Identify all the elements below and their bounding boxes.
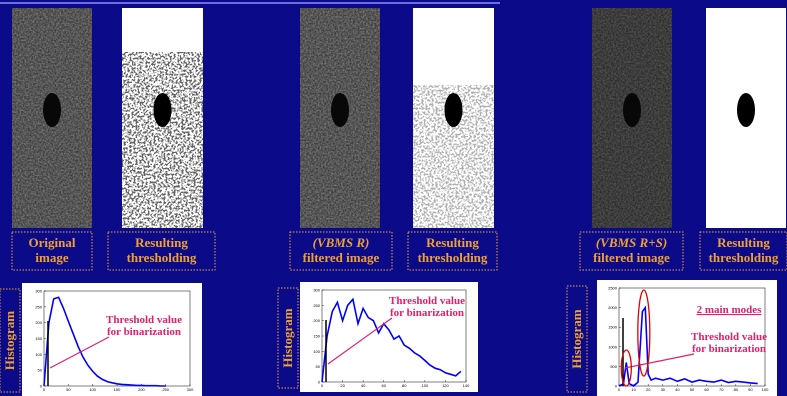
ylabel: Histogram [280,308,295,367]
x-tick-label: 80 [402,383,407,388]
y-tick-label: 100 [35,352,42,357]
panel-label: thresholding [709,250,779,265]
x-tick-label: 20 [340,383,345,388]
x-tick-label: 90 [748,387,753,392]
x-tick-label: 50 [66,387,71,392]
x-tick-label: 200 [138,387,145,392]
y-tick-label: 300 [35,289,42,294]
x-tick-label: 300 [187,387,194,392]
y-tick-label: 500 [610,364,617,369]
y-tick-label: 1500 [608,325,618,330]
x-tick-label: 60 [704,387,709,392]
panel-label: filtered image [593,250,670,265]
x-tick-label: 140 [463,383,470,388]
lesion [43,93,61,127]
y-tick-label: 50 [38,368,43,373]
panel-label: image [35,250,68,265]
ylabel: Histogram [569,309,584,368]
y-tick-label: 50 [316,364,321,369]
y-tick-label: 150 [313,334,320,339]
annotation: Threshold value [691,331,767,343]
y-tick-label: 100 [313,349,320,354]
panel-label: filtered image [303,250,380,265]
hist-panel [22,283,202,396]
panel-label: (VBMS R) [313,235,370,250]
x-tick-label: 100 [89,387,96,392]
x-tick-label: 40 [675,387,680,392]
annotation: for binarization [107,326,181,338]
x-tick-label: 20 [646,387,651,392]
specks [122,52,203,228]
lesion [445,93,463,127]
x-tick-label: 10 [631,387,636,392]
slide: OriginalimageResultingthresholding(VBMS … [0,0,787,396]
lesion [623,93,641,127]
annotation: Threshold value [106,314,182,326]
y-tick-label: 2500 [608,286,618,291]
y-tick-label: 300 [313,288,320,293]
y-tick-label: 200 [35,320,42,325]
ylabel: Histogram [2,311,17,370]
y-tick-label: 1000 [608,344,618,349]
panel-label: Resulting [717,235,770,250]
y-tick-label: 250 [313,303,320,308]
annotation: for binarization [692,343,766,355]
x-tick-label: 100 [422,383,429,388]
annotation: Threshold value [389,295,465,307]
panel-label: thresholding [418,250,488,265]
y-tick-label: 2000 [608,305,618,310]
x-tick-label: 150 [114,387,121,392]
annotation: for binarization [390,307,464,319]
lesion [737,93,755,127]
y-tick-label: 250 [35,304,42,309]
lesion [154,93,172,127]
x-tick-label: 50 [690,387,695,392]
x-tick-label: 100 [762,387,769,392]
x-tick-label: 70 [719,387,724,392]
y-tick-label: 200 [313,318,320,323]
panel-label: Resulting [426,235,479,250]
panel-label: thresholding [127,250,197,265]
x-tick-label: 40 [361,383,366,388]
page: OriginalimageResultingthresholding(VBMS … [0,0,787,396]
modes-label: 2 main modes [697,304,763,316]
y-tick-label: 150 [35,336,42,341]
x-tick-label: 80 [734,387,739,392]
x-tick-label: 250 [162,387,169,392]
x-tick-label: 120 [442,383,449,388]
x-tick-label: 60 [381,383,386,388]
panel-label: Original [29,235,76,250]
panel-label: Resulting [135,235,188,250]
panel-label: (VBMS R+S) [596,235,667,250]
x-tick-label: 30 [661,387,666,392]
lesion [331,93,349,127]
